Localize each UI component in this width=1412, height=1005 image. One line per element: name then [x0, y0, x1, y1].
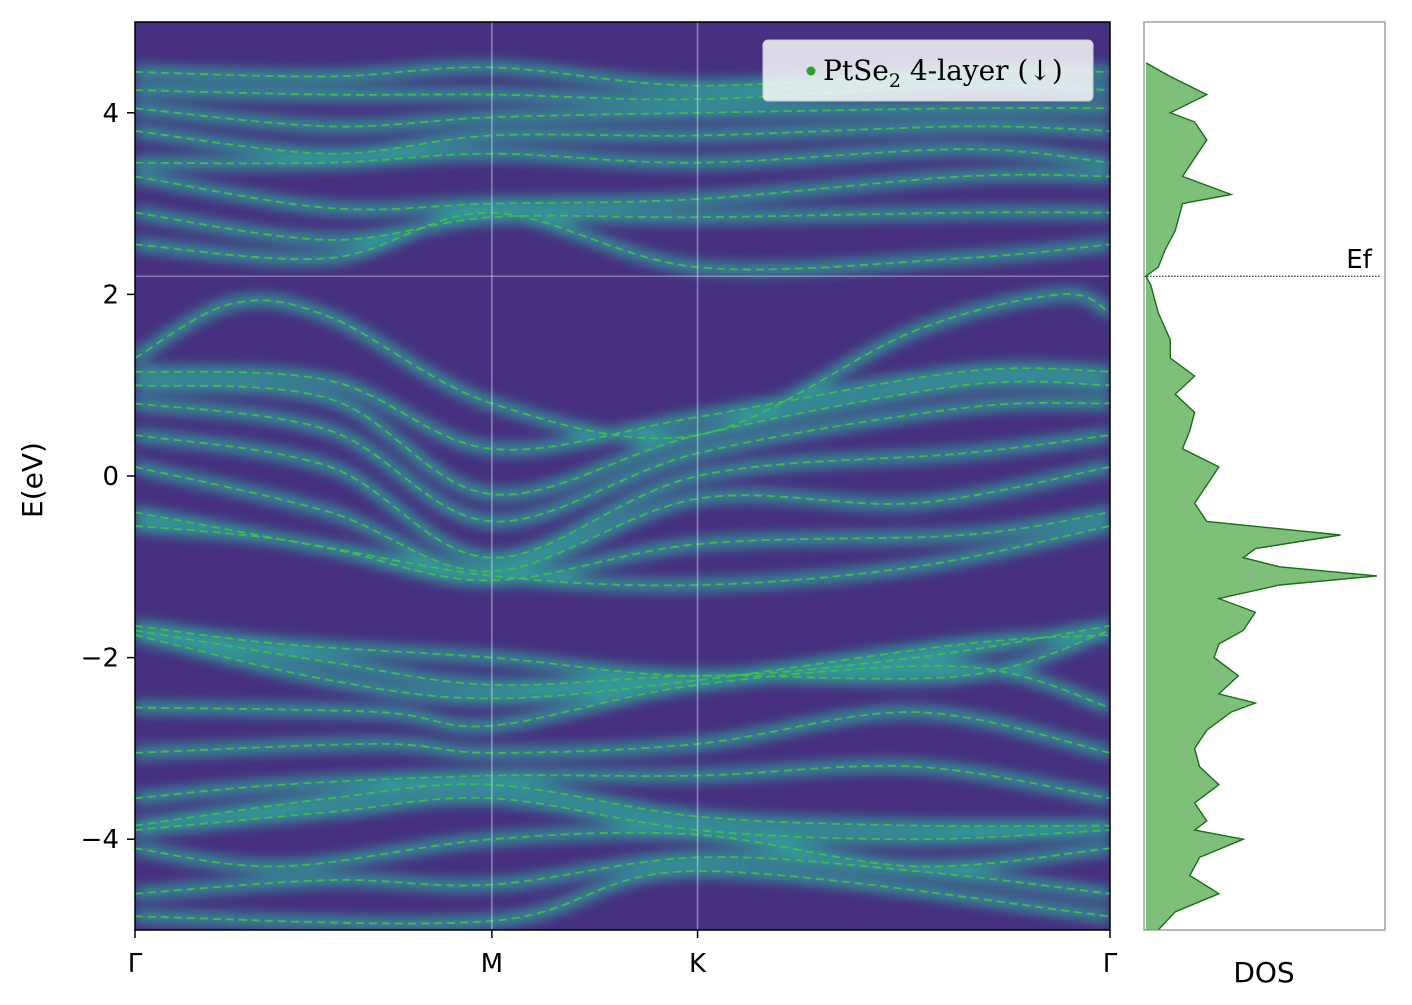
band-17 — [135, 367, 1110, 451]
y-tick-label-1: −2 — [81, 644, 119, 674]
dos-axis-label: DOS — [1233, 956, 1294, 989]
legend-marker — [806, 66, 816, 76]
band-10 — [135, 634, 1110, 700]
band-8 — [135, 624, 1110, 677]
legend-box — [762, 39, 1094, 102]
band-5 — [135, 764, 1110, 800]
band-2 — [135, 831, 1110, 868]
y-tick-label-0: −4 — [81, 825, 119, 855]
band-3 — [135, 796, 1110, 841]
band-18 — [135, 293, 1110, 440]
y-axis-label: E(eV) — [16, 442, 49, 518]
band-16 — [135, 380, 1110, 496]
dos-area — [1146, 62, 1377, 930]
y-axis-ticks: −4 −2 0 2 4 — [81, 99, 135, 855]
legend: PtSe2 4-layer (↓) — [762, 39, 1094, 102]
x-tick-label-3: Γ — [1103, 949, 1118, 979]
band-0 — [135, 870, 1110, 925]
band-22 — [135, 148, 1110, 165]
x-tick-label-2: K — [689, 949, 707, 979]
legend-label-suffix: 4-layer (↓) — [901, 54, 1063, 87]
band-7 — [135, 665, 1110, 728]
band-6 — [135, 711, 1110, 754]
x-tick-label-1: M — [481, 949, 503, 979]
band-14 — [135, 434, 1110, 559]
band-24 — [135, 107, 1110, 128]
fermi-level-label: Ef — [1346, 245, 1372, 275]
y-tick-label-3: 2 — [102, 280, 119, 310]
band-lines-layer — [135, 66, 1110, 925]
band-20 — [135, 211, 1110, 241]
band-12 — [135, 511, 1110, 582]
dos-line — [1145, 62, 1378, 930]
band-23 — [135, 125, 1110, 155]
band-19 — [135, 211, 1110, 271]
band-13 — [135, 466, 1110, 573]
kpath-gridlines — [491, 22, 699, 930]
legend-label: PtSe2 4-layer (↓) — [823, 54, 1063, 92]
dos-panel: Ef DOS — [1143, 21, 1386, 989]
y-tick-label-4: 4 — [102, 99, 119, 129]
legend-label-main: PtSe — [823, 54, 889, 87]
band-glow-1 — [135, 851, 1110, 900]
y-tick-label-2: 0 — [102, 462, 119, 492]
band-glow-4 — [135, 778, 1110, 833]
legend-label-subscript: 2 — [889, 70, 901, 92]
band-21 — [135, 173, 1110, 211]
band-9 — [135, 629, 1110, 687]
dos-plot-frame — [1143, 21, 1386, 931]
x-tick-label-0: Γ — [128, 949, 143, 979]
band-15 — [135, 401, 1110, 523]
